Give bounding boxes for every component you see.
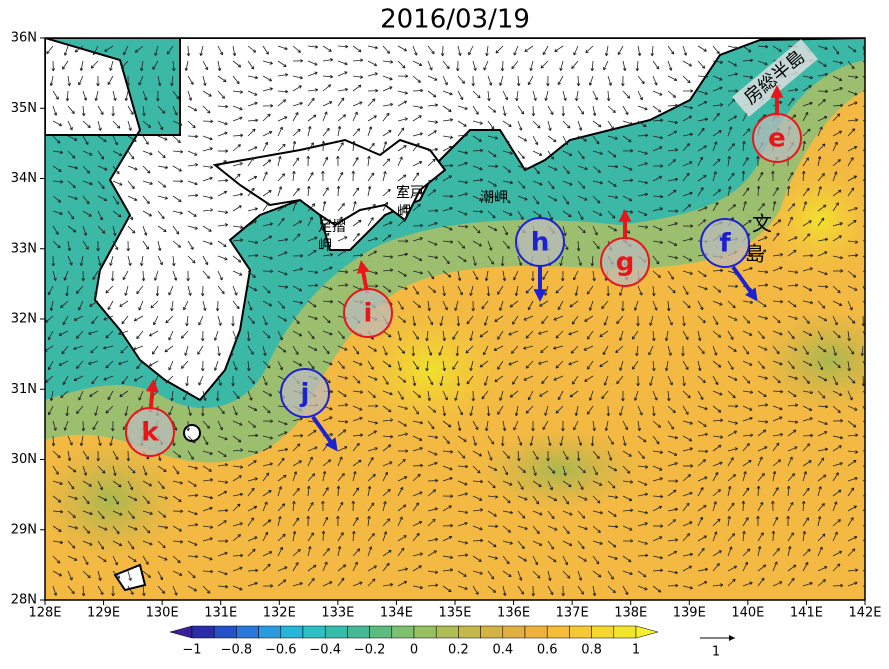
lon-label: 133E	[321, 606, 354, 621]
lon-label: 129E	[87, 606, 120, 621]
colorbar-label: 1	[632, 643, 640, 658]
lon-label: 138E	[614, 606, 647, 621]
colorbar-label: 0.6	[537, 643, 558, 658]
lat-label: 35N	[11, 101, 37, 116]
lon-label: 140E	[731, 606, 764, 621]
marker-circle	[343, 288, 393, 338]
colorbar-label: −0.8	[221, 643, 253, 658]
vector-scale-head	[729, 635, 735, 641]
lat-label: 32N	[11, 312, 37, 327]
colorbar-cell	[569, 625, 592, 639]
place-label: 潮岬	[480, 190, 508, 206]
place-label: 岬	[397, 204, 411, 220]
lon-label: 131E	[204, 606, 237, 621]
colorbar-cell	[502, 625, 526, 639]
marker-arrow	[311, 415, 335, 447]
lon-label: 132E	[263, 606, 296, 621]
colorbar-cell	[546, 625, 570, 639]
lat-label: 31N	[11, 382, 37, 397]
lon-label: 134E	[380, 606, 413, 621]
colorbar-label: 0.8	[581, 643, 602, 658]
colorbar-label: 0	[410, 643, 418, 658]
marker-arrow	[731, 265, 755, 297]
colorbar-cell	[324, 625, 348, 639]
lon-label: 135E	[438, 606, 471, 621]
place-label: 島	[745, 242, 765, 266]
lat-label: 33N	[11, 241, 37, 256]
marker-label: i	[364, 299, 373, 329]
colorbar-cell	[302, 625, 326, 639]
marker-arrowhead	[770, 85, 784, 98]
marker-arrowhead	[325, 437, 338, 452]
colorbar-cell	[236, 625, 259, 639]
colorbar-cell	[213, 625, 237, 639]
colorbar-label: 0.2	[448, 643, 469, 658]
colorbar-label: −0.2	[354, 643, 386, 658]
lon-label: 137E	[556, 606, 589, 621]
place-label: 室戸	[396, 184, 424, 201]
marker-arrowhead	[618, 209, 632, 222]
colorbar-cell	[280, 625, 304, 639]
lat-label: 34N	[11, 171, 37, 186]
lon-label: 141E	[790, 606, 823, 621]
colorbar-cell	[347, 625, 370, 639]
marker-circle	[125, 407, 175, 457]
colorbar-label: −1	[182, 643, 201, 658]
colorbar-cell	[391, 625, 415, 639]
place-label: 足摺	[318, 219, 346, 235]
lat-label: 30N	[11, 452, 37, 467]
marker-circle	[515, 217, 565, 267]
colorbar-cell	[591, 625, 615, 639]
colorbar-cell	[480, 625, 504, 639]
marker-label: j	[300, 379, 310, 409]
marker-circle	[752, 113, 802, 163]
lon-label: 142E	[848, 606, 881, 621]
colorbar-cell	[524, 625, 548, 639]
colorbar-cell	[369, 625, 393, 639]
marker-arrowhead	[145, 379, 159, 393]
marker-label: g	[616, 248, 635, 278]
place-label: 文	[752, 212, 772, 236]
colorbar-end	[635, 625, 659, 639]
marker-label: h	[531, 228, 550, 258]
marker-circle	[600, 237, 650, 287]
marker-label: k	[141, 418, 159, 448]
colorbar-cell	[191, 625, 215, 639]
lon-label: 136E	[497, 606, 530, 621]
title: 2016/03/19	[380, 5, 530, 35]
colorbar-label: −0.6	[265, 643, 297, 658]
colorbar-label: 0.4	[492, 643, 513, 658]
marker-arrowhead	[745, 287, 758, 302]
lon-label: 128E	[28, 606, 61, 621]
colorbar-cell	[613, 625, 637, 639]
colorbar-cell	[258, 625, 282, 639]
marker-label: e	[768, 124, 786, 154]
marker-circle	[700, 218, 750, 268]
colorbar-end	[169, 625, 193, 639]
field	[45, 38, 865, 600]
colorbar-cell	[458, 625, 481, 639]
flow-arrows	[45, 44, 865, 597]
vector-scale-label: 1	[712, 645, 720, 660]
lat-label: 28N	[11, 593, 37, 608]
marker-arrowhead	[356, 260, 370, 274]
colorbar-cell	[413, 625, 437, 639]
lat-label: 29N	[11, 522, 37, 537]
colorbar-label: −0.4	[309, 643, 341, 658]
lon-label: 130E	[146, 606, 179, 621]
lon-label: 139E	[673, 606, 706, 621]
colorbar-cell	[435, 625, 459, 639]
marker-label: f	[719, 229, 731, 259]
marker-arrowhead	[533, 289, 547, 302]
marker-circle	[280, 368, 330, 418]
place-label: 岬	[318, 238, 332, 254]
lat-label: 36N	[11, 31, 37, 46]
